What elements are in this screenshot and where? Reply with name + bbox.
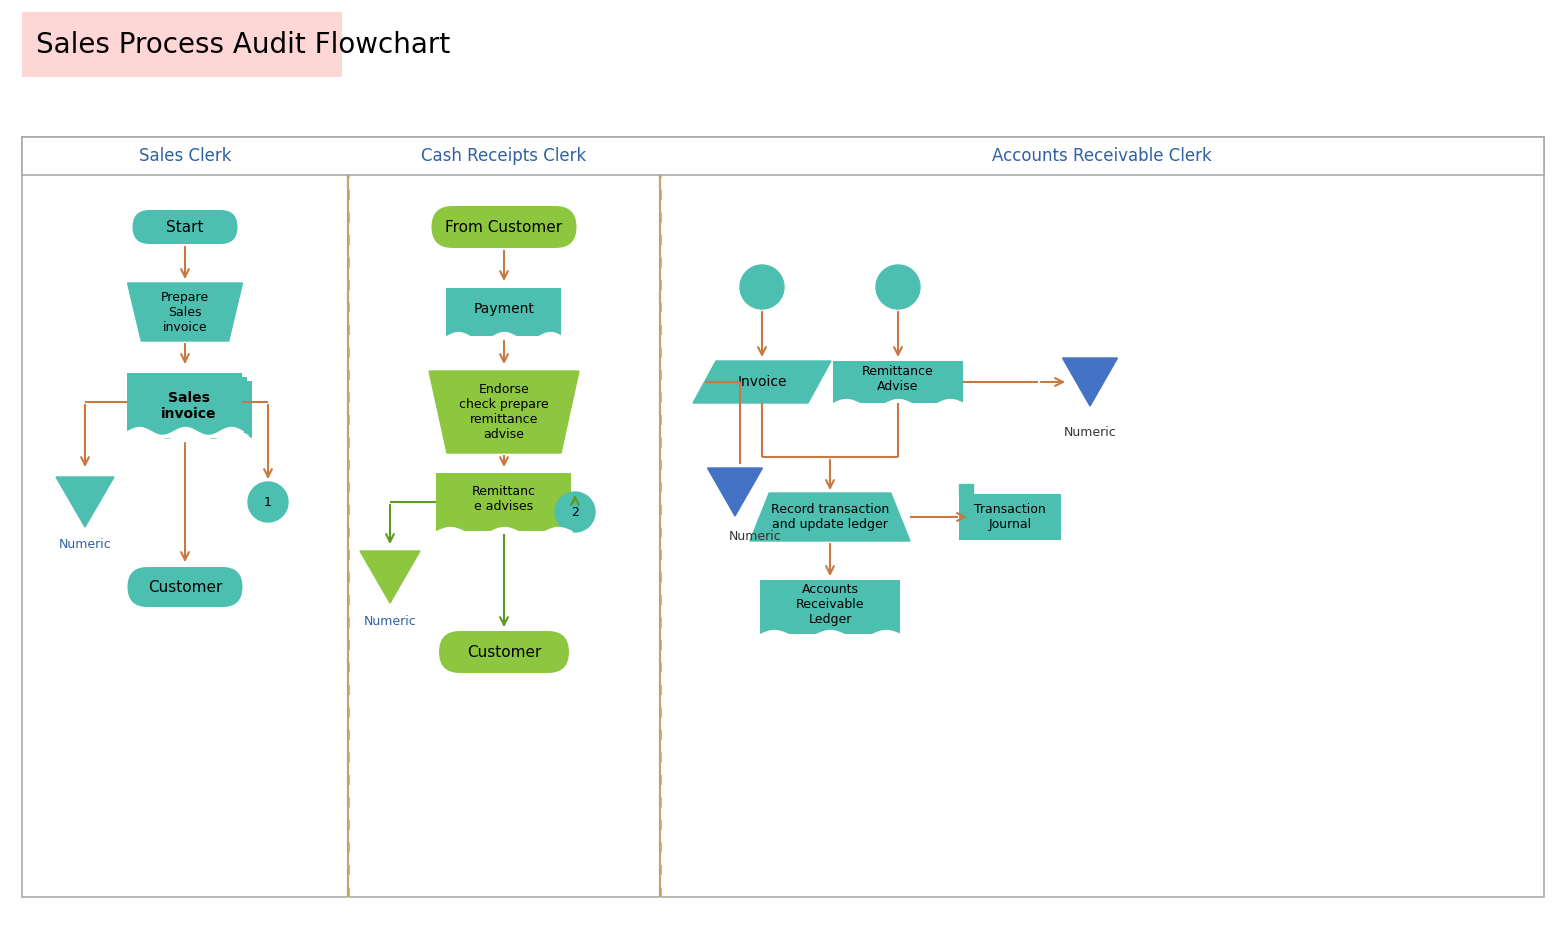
Text: 1: 1 — [265, 495, 272, 509]
Polygon shape — [694, 361, 832, 403]
Text: Accounts
Receivable
Ledger: Accounts Receivable Ledger — [796, 582, 864, 626]
Text: Payment: Payment — [473, 302, 534, 316]
FancyBboxPatch shape — [127, 567, 243, 607]
Bar — [833, 361, 963, 403]
Bar — [138, 381, 252, 439]
Text: Numeric: Numeric — [363, 615, 417, 628]
Bar — [446, 288, 562, 336]
Polygon shape — [127, 283, 243, 341]
Text: Accounts Receivable Clerk: Accounts Receivable Clerk — [993, 147, 1212, 165]
Text: Start: Start — [166, 220, 204, 235]
Text: Endorse
check prepare
remittance
advise: Endorse check prepare remittance advise — [459, 383, 548, 441]
Text: Numeric: Numeric — [58, 538, 111, 550]
FancyBboxPatch shape — [133, 210, 238, 244]
Bar — [437, 473, 572, 531]
Bar — [22, 137, 1544, 175]
Text: Sales Process Audit Flowchart: Sales Process Audit Flowchart — [36, 30, 451, 59]
Text: Record transaction
and update ledger: Record transaction and update ledger — [770, 503, 889, 531]
Text: Numeric: Numeric — [728, 529, 781, 543]
Text: Remittance
Advise: Remittance Advise — [863, 365, 933, 393]
Polygon shape — [708, 468, 763, 516]
Bar — [22, 137, 1544, 897]
Text: Transaction
Journal: Transaction Journal — [974, 503, 1046, 531]
Polygon shape — [1062, 358, 1118, 406]
Text: From Customer: From Customer — [445, 220, 562, 235]
Bar — [22, 12, 341, 77]
Text: Invoice: Invoice — [738, 375, 786, 389]
Text: Cash Receipts Clerk: Cash Receipts Clerk — [421, 147, 587, 165]
Text: Customer: Customer — [467, 645, 542, 659]
Bar — [133, 377, 247, 435]
Ellipse shape — [741, 265, 785, 309]
FancyBboxPatch shape — [438, 631, 568, 673]
Polygon shape — [360, 551, 420, 603]
FancyBboxPatch shape — [432, 206, 576, 248]
Text: Remittanc
e advises: Remittanc e advises — [471, 485, 536, 513]
Text: Customer: Customer — [147, 580, 222, 595]
Ellipse shape — [247, 482, 288, 522]
Bar — [127, 373, 243, 431]
Polygon shape — [958, 484, 972, 494]
Ellipse shape — [554, 492, 595, 532]
Text: Numeric: Numeric — [1063, 425, 1117, 438]
Text: Sales Clerk: Sales Clerk — [139, 147, 232, 165]
Text: 2: 2 — [572, 506, 579, 519]
Text: Prepare
Sales
invoice: Prepare Sales invoice — [161, 291, 210, 333]
Polygon shape — [429, 371, 579, 453]
Bar — [958, 494, 1062, 540]
Bar — [760, 580, 900, 634]
Polygon shape — [750, 493, 910, 541]
Text: Sales
invoice: Sales invoice — [161, 391, 216, 421]
Ellipse shape — [875, 265, 919, 309]
Polygon shape — [56, 477, 114, 527]
